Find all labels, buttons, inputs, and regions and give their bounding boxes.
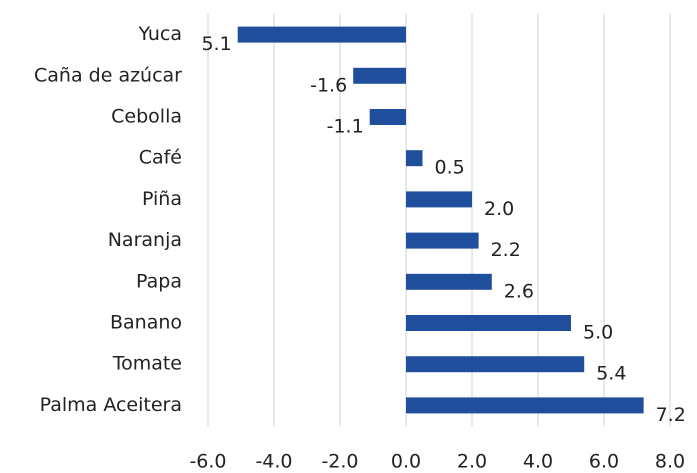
x-tick-label: 0.0: [391, 451, 421, 473]
bar: [406, 356, 585, 373]
value-label: 5.1: [201, 33, 231, 55]
category-label: Piña: [142, 188, 182, 210]
value-label: -1.6: [310, 74, 347, 96]
value-label: -1.1: [327, 116, 364, 138]
value-label: 2.0: [484, 198, 514, 220]
bar: [406, 397, 644, 414]
value-label: 0.5: [435, 157, 465, 179]
category-label: Yuca: [137, 23, 182, 45]
bar: [406, 315, 571, 331]
bar: [237, 26, 406, 43]
category-label: Papa: [136, 270, 182, 292]
category-label: Tomate: [112, 353, 182, 375]
bar: [406, 273, 492, 290]
bar: [406, 150, 423, 167]
x-tick-label: 2.0: [457, 451, 487, 473]
value-label: 5.4: [596, 363, 626, 385]
category-label: Naranja: [108, 229, 182, 251]
bar: [406, 232, 479, 249]
bar: [353, 67, 406, 84]
category-label: Caña de azúcar: [34, 64, 182, 86]
value-label: 2.2: [491, 239, 521, 261]
category-label: Palma Aceitera: [40, 394, 182, 416]
x-tick-label: 6.0: [589, 451, 619, 473]
bar: [406, 191, 472, 208]
value-label: 2.6: [504, 280, 534, 302]
category-label: Café: [139, 147, 182, 169]
category-label: Banano: [110, 312, 182, 334]
bar: [369, 109, 406, 125]
x-tick-label: -6.0: [189, 451, 226, 473]
value-label: 7.2: [656, 404, 686, 426]
x-tick-label: -2.0: [321, 451, 358, 473]
value-label: 5.0: [583, 322, 613, 344]
x-tick-label: 4.0: [523, 451, 553, 473]
x-tick-label: 8.0: [655, 451, 685, 473]
category-label: Cebolla: [111, 106, 182, 128]
x-tick-label: -4.0: [255, 451, 292, 473]
